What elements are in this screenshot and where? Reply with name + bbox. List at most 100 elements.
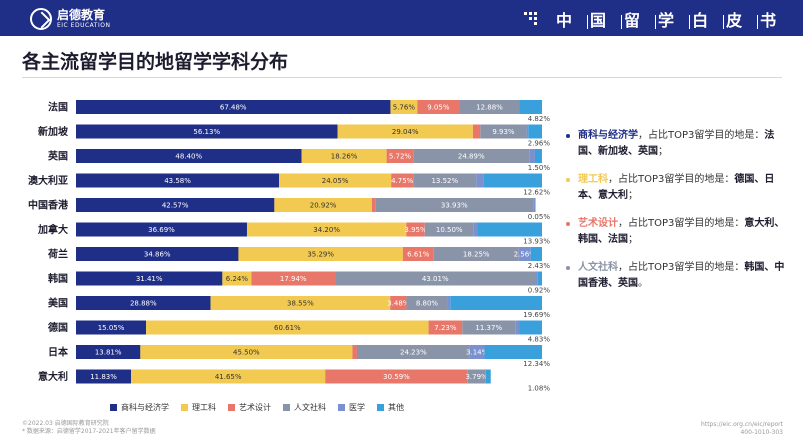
data-label: 29.04% [392, 128, 419, 136]
legend-label: 理工科 [192, 403, 216, 412]
note-answer: 韩国、中国香港、英国 [578, 262, 785, 289]
data-label: 34.20% [313, 226, 340, 234]
category-label: 韩国 [48, 272, 68, 285]
bullet-icon [566, 266, 570, 270]
bar-segment [537, 271, 542, 286]
bar-segment [246, 222, 407, 237]
bar-segment [535, 271, 538, 286]
data-label: 5.72% [389, 153, 412, 161]
bar-segment [335, 271, 536, 286]
data-label: 9.05% [427, 104, 450, 112]
bar-segment [413, 173, 477, 188]
legend-item: 商科与经济学 [110, 402, 169, 413]
note-subject: 商科与经济学 [578, 130, 638, 141]
data-label: 67.48% [220, 104, 247, 112]
data-label: 12.88% [476, 104, 503, 112]
legend-swatch [338, 404, 345, 411]
bar-segment [469, 345, 485, 359]
bar-segment [515, 320, 520, 335]
bar-segment [76, 124, 338, 139]
series-title-char: 白 [692, 11, 722, 30]
category-label: 英国 [47, 150, 68, 163]
data-label: 33.93% [441, 202, 468, 210]
footer-left: ©2022.03 启德国际教育研究院 * 数据来源：启德留学2017-2021年… [22, 420, 156, 436]
data-label: 0.05% [528, 213, 551, 221]
data-label: 42.57% [162, 202, 189, 210]
bar-segment [534, 149, 542, 163]
page-title: 各主流留学目的地留学学科分布 [22, 51, 289, 73]
bar-segment [413, 149, 530, 163]
data-label: 15.05% [98, 324, 125, 332]
note-item: 商科与经济学，占比TOP3留学目的地是：法国、新加坡、英国； [566, 128, 786, 160]
data-label: 20.92% [310, 202, 337, 210]
notes-panel: 商科与经济学，占比TOP3留学目的地是：法国、新加坡、英国； 理工科 ，占比TOP3… [566, 128, 786, 304]
bar-segment [424, 222, 474, 237]
bar-segment [76, 369, 132, 384]
data-label: 17.94% [280, 275, 307, 283]
title-separator [621, 14, 623, 29]
data-label: 31.41% [136, 275, 163, 283]
bar-segment [390, 296, 407, 310]
hotline-text: 400-1010-303 [740, 429, 783, 436]
bar-segment [356, 345, 470, 359]
data-label: 56.13% [193, 128, 220, 136]
header-bar: 启德教育 EIC EDUCATION 中国留学白皮书 [0, 0, 803, 36]
data-label: 6.24% [226, 275, 249, 283]
bar-segment [76, 222, 247, 237]
bar-segment [390, 100, 418, 114]
note-end: 。 [638, 278, 648, 289]
data-label: 11.83% [90, 373, 117, 381]
series-title-char: 国 [590, 11, 620, 30]
data-label: 18.26% [331, 153, 358, 161]
bar-segment [529, 149, 535, 163]
legend-label: 人文社科 [294, 403, 326, 412]
series-title-char: 书 [760, 11, 790, 30]
legend-swatch [377, 404, 384, 411]
report-url-link[interactable]: https://eic.org.cn/eic/report [701, 421, 783, 428]
bar-segment [459, 100, 520, 114]
category-label: 新加坡 [38, 125, 69, 138]
bar-segment [140, 345, 353, 359]
dots-icon [524, 12, 538, 26]
bar-segment [76, 198, 275, 212]
data-label: 24.05% [322, 177, 349, 185]
data-label: 28.88% [130, 300, 157, 308]
bar-segment [477, 222, 542, 237]
note-text: ，占比TOP3留学目的地是： [618, 218, 745, 229]
data-label: 13.93% [523, 238, 550, 246]
bar-segment [76, 173, 280, 188]
logo-en-text: EIC EDUCATION [57, 22, 111, 29]
bar-segment [76, 247, 239, 261]
legend-label: 商科与经济学 [121, 403, 169, 412]
data-label: 0.92% [528, 287, 551, 295]
category-label: 美国 [48, 297, 68, 310]
note-subject: 理工科 [578, 174, 608, 185]
bar-segment [467, 369, 486, 384]
bar-segment [518, 247, 531, 261]
note-subject: 艺术设计 [578, 218, 618, 229]
bar-segment [325, 369, 468, 384]
note-end: ； [628, 234, 638, 245]
bar-segment [472, 124, 481, 139]
legend-item: 其他 [377, 402, 404, 413]
note-answer: 意大利、韩国、法国 [578, 218, 785, 245]
category-label: 意大利 [38, 370, 68, 383]
note-end: ； [658, 146, 668, 157]
legend-item: 医学 [338, 402, 365, 413]
data-label: 2.43% [528, 262, 551, 270]
category-label: 澳大利亚 [28, 174, 68, 187]
bar-segment [450, 296, 542, 310]
eic-logo[interactable]: 启德教育 EIC EDUCATION [30, 6, 110, 32]
bar-segment [76, 320, 147, 335]
title-separator [587, 14, 589, 29]
logo-cn-text: 启德教育 [57, 8, 106, 22]
data-label: 18.25% [463, 251, 490, 259]
category-label: 加拿大 [37, 223, 68, 236]
legend-item: 理工科 [181, 402, 216, 413]
data-label: 8.80% [416, 300, 439, 308]
data-label: 3.48% [387, 300, 410, 308]
bar-segment [76, 149, 302, 163]
title-separator [689, 14, 691, 29]
category-label: 德国 [47, 321, 68, 334]
series-title-char: 留 [624, 11, 654, 30]
